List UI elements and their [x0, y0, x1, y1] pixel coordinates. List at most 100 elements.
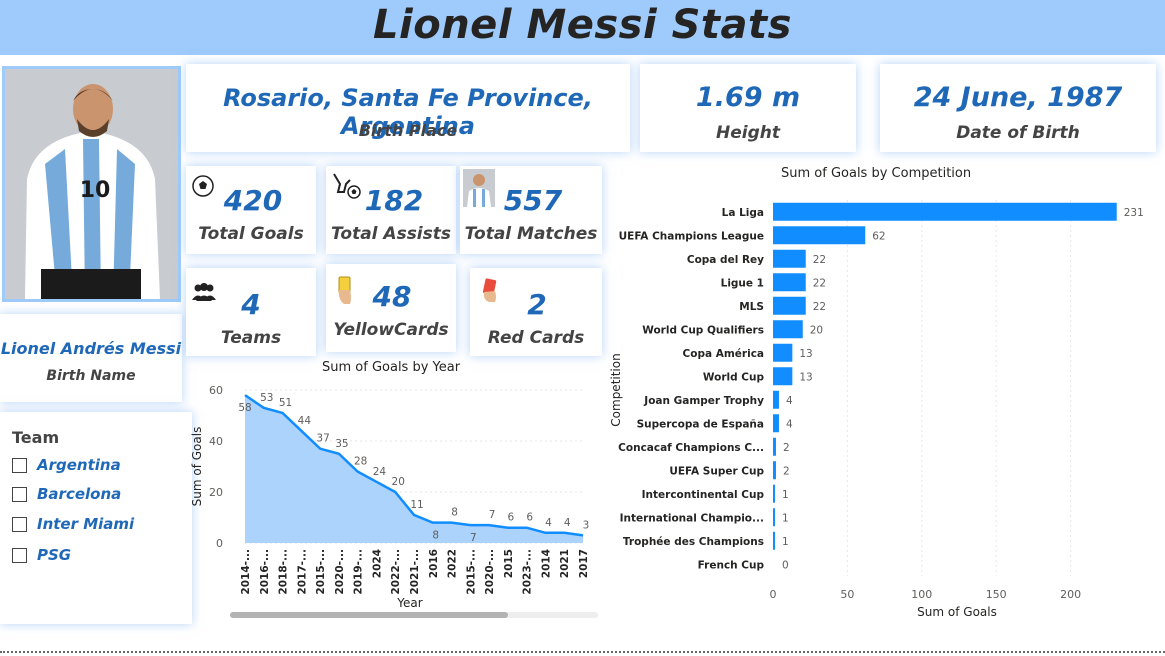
data-label: 8 [432, 530, 439, 542]
soccer-ball-icon [192, 175, 214, 197]
red-card-icon [482, 278, 497, 302]
data-label: 20 [810, 324, 823, 336]
slicer-item-label: Inter Miami [37, 515, 135, 533]
x-tick-label: 2015-... [465, 549, 477, 595]
bar [773, 461, 776, 480]
player-photo: 10 [2, 66, 181, 302]
y-tick-label: Trophée des Champions [623, 536, 764, 548]
jersey-number: 10 [80, 178, 111, 203]
data-label: 35 [335, 438, 348, 450]
x-tick-label: 2017-... [296, 549, 308, 595]
group-icon [192, 283, 216, 301]
y-tick-label: 20 [209, 486, 223, 499]
y-tick-label: World Cup [703, 371, 765, 383]
x-tick-label: 2014 [540, 549, 552, 578]
y-tick-label: Supercopa de España [637, 418, 764, 430]
x-tick-label: 2017 [578, 549, 590, 578]
red-cards-value: 2 [527, 288, 547, 321]
year-chart-title: Sum of Goals by Year [322, 360, 461, 375]
data-label: 13 [799, 371, 812, 383]
y-tick-label: Copa América [683, 348, 764, 360]
slicer-item-psg[interactable]: PSG [12, 544, 71, 566]
checkbox[interactable] [12, 516, 27, 532]
scrollbar-thumb [230, 612, 508, 618]
series-line [244, 394, 584, 537]
y-tick-label: UEFA Champions League [619, 230, 764, 242]
data-label: 4 [786, 395, 793, 407]
checkbox[interactable] [12, 547, 27, 563]
slicer-item-inter-miami[interactable]: Inter Miami [12, 513, 134, 535]
y-tick-label: 60 [209, 384, 223, 397]
height-label: Height [716, 123, 780, 143]
data-label: 58 [238, 402, 251, 414]
y-tick-label: La Liga [722, 207, 764, 219]
data-label: 3 [583, 519, 590, 531]
bottom-divider [0, 651, 1165, 653]
yellow-cards-label: YellowCards [333, 320, 449, 340]
x-tick-label: 2016-... [259, 549, 271, 595]
goals-value: 420 [223, 184, 283, 217]
data-label: 62 [872, 230, 885, 242]
data-label: 22 [813, 277, 826, 289]
bar [773, 414, 779, 433]
matches-card: 557 Total Matches [460, 166, 602, 254]
data-label: 6 [508, 512, 515, 524]
x-tick-label: 2014-... [240, 549, 252, 595]
birth-name-value: Lionel Andrés Messi [0, 339, 182, 358]
x-tick-label: 2019-... [353, 549, 365, 595]
y-tick-label: MLS [739, 301, 764, 313]
slicer-title: Team [12, 428, 60, 447]
y-axis-title: Competition [609, 353, 623, 426]
page-title: Lionel Messi Stats [373, 2, 792, 48]
x-tick-label: 2020-... [334, 549, 346, 595]
teams-card: 4 Teams [186, 268, 316, 356]
bar [773, 343, 793, 362]
checkbox[interactable] [12, 486, 27, 502]
birth-name-card: Lionel Andrés Messi Birth Name [0, 314, 182, 402]
slicer-item-label: Argentina [37, 456, 121, 474]
goals-label: Total Goals [198, 224, 304, 244]
player-image: 10 [5, 69, 178, 299]
x-tick-label: 2024 [371, 549, 383, 578]
assists-label: Total Assists [330, 224, 451, 244]
data-label: 7 [470, 532, 477, 544]
data-label: 20 [392, 476, 405, 488]
data-label: 13 [799, 348, 812, 360]
x-tick-label: 2015-... [315, 549, 327, 595]
matches-label: Total Matches [464, 224, 598, 244]
data-label: 2 [783, 442, 790, 454]
birth-name-label: Birth Name [46, 368, 136, 384]
title-bar [0, 0, 1165, 55]
assists-value: 182 [364, 184, 424, 217]
data-label: 8 [451, 507, 458, 519]
bar [773, 249, 806, 268]
x-tick-label: 2021 [559, 549, 571, 578]
x-tick-label: 200 [1060, 588, 1081, 601]
slicer-item-barcelona[interactable]: Barcelona [12, 483, 121, 505]
x-tick-label: 50 [840, 588, 854, 601]
y-tick-label: Copa del Rey [687, 254, 764, 266]
goals-card: 420 Total Goals [186, 166, 316, 254]
x-tick-label: 2015 [503, 549, 515, 578]
bar [773, 484, 775, 503]
data-label: 28 [354, 456, 367, 468]
team-slicer [0, 412, 192, 624]
bar [773, 437, 776, 456]
y-tick-label: 40 [209, 435, 223, 448]
player-thumbnail-icon [463, 169, 495, 207]
y-tick-label: Ligue 1 [721, 277, 764, 289]
x-tick-label: 2016 [428, 549, 440, 578]
checkbox[interactable] [12, 457, 27, 473]
y-tick-label: 0 [216, 537, 223, 550]
y-tick-label: World Cup Qualifiers [642, 324, 764, 336]
x-axis-title: Year [396, 596, 422, 610]
data-label: 2 [783, 465, 790, 477]
x-tick-label: 2020-... [484, 549, 496, 595]
data-label: 0 [782, 559, 789, 571]
data-label: 24 [373, 466, 387, 478]
data-label: 11 [410, 499, 423, 511]
data-label: 4 [545, 517, 552, 529]
y-tick-label: UEFA Super Cup [669, 465, 764, 477]
slicer-item-argentina[interactable]: Argentina [12, 454, 121, 476]
x-tick-label: 0 [770, 588, 777, 601]
